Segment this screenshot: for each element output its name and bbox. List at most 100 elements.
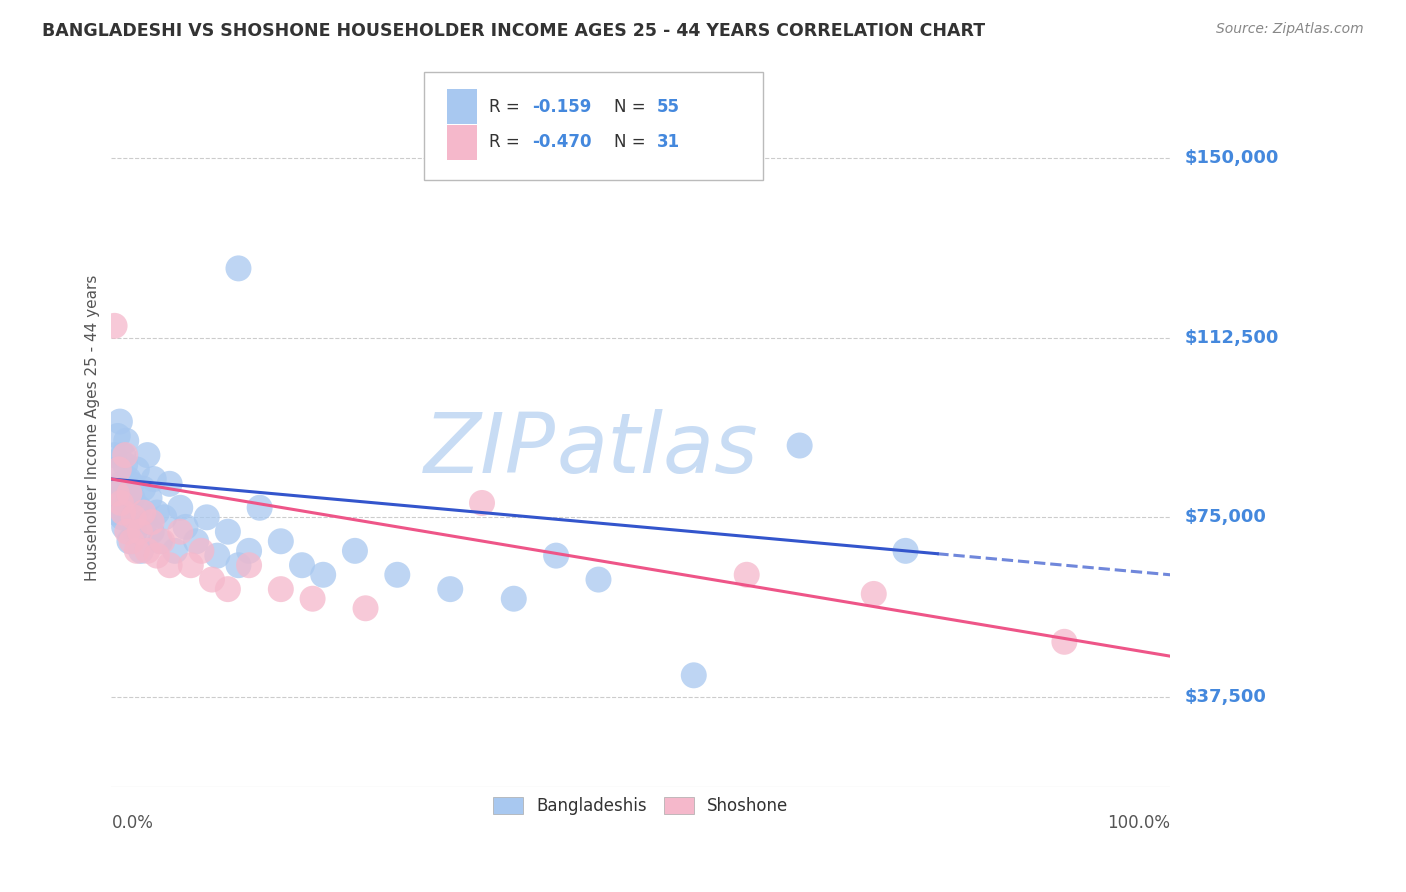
Text: $150,000: $150,000: [1184, 149, 1278, 168]
Point: [735, 567, 758, 582]
Point: [546, 549, 568, 563]
Point: [217, 524, 239, 539]
Point: [115, 434, 138, 448]
Text: N =: N =: [614, 97, 651, 116]
Point: [107, 429, 129, 443]
Point: [103, 448, 125, 462]
Point: [125, 462, 148, 476]
Point: [118, 534, 141, 549]
Text: R =: R =: [489, 97, 526, 116]
Text: BANGLADESHI VS SHOSHONE HOUSEHOLDER INCOME AGES 25 - 44 YEARS CORRELATION CHART: BANGLADESHI VS SHOSHONE HOUSEHOLDER INCO…: [42, 22, 986, 40]
Point: [153, 510, 176, 524]
Point: [228, 261, 250, 276]
Text: $37,500: $37,500: [1184, 688, 1265, 706]
Point: [129, 544, 152, 558]
Point: [118, 486, 141, 500]
Point: [174, 520, 197, 534]
Text: $112,500: $112,500: [1184, 329, 1278, 347]
Point: [132, 506, 155, 520]
Point: [117, 496, 139, 510]
Point: [129, 524, 152, 539]
Point: [110, 496, 132, 510]
Point: [588, 573, 610, 587]
Point: [108, 491, 131, 506]
Point: [249, 500, 271, 515]
Point: [114, 458, 136, 472]
Point: [163, 544, 186, 558]
Point: [439, 582, 461, 596]
Point: [136, 448, 159, 462]
Text: $75,000: $75,000: [1184, 508, 1265, 526]
Point: [141, 515, 163, 529]
Point: [120, 506, 142, 520]
Point: [312, 567, 335, 582]
Point: [238, 558, 260, 573]
Text: 55: 55: [657, 97, 679, 116]
Text: -0.159: -0.159: [531, 97, 591, 116]
Text: -0.470: -0.470: [531, 134, 592, 152]
Point: [112, 506, 135, 520]
Point: [112, 448, 135, 462]
Point: [146, 549, 169, 563]
Point: [354, 601, 377, 615]
Legend: Bangladeshis, Shoshone: Bangladeshis, Shoshone: [486, 790, 796, 822]
Text: ZIP: ZIP: [425, 409, 557, 490]
Text: atlas: atlas: [557, 409, 758, 490]
Point: [121, 534, 143, 549]
Point: [270, 534, 292, 549]
Point: [136, 544, 159, 558]
Point: [134, 515, 156, 529]
Point: [110, 476, 132, 491]
Point: [682, 668, 704, 682]
Point: [108, 415, 131, 429]
Point: [149, 534, 172, 549]
Point: [207, 549, 229, 563]
Point: [387, 567, 409, 582]
Point: [125, 544, 148, 558]
Text: R =: R =: [489, 134, 526, 152]
Point: [128, 500, 150, 515]
Text: N =: N =: [614, 134, 651, 152]
Point: [117, 524, 139, 539]
Point: [471, 496, 494, 510]
Point: [184, 534, 207, 549]
FancyBboxPatch shape: [423, 72, 762, 180]
Point: [169, 500, 191, 515]
Point: [169, 524, 191, 539]
Point: [238, 544, 260, 558]
Bar: [447, 89, 477, 124]
Point: [132, 482, 155, 496]
Point: [150, 534, 173, 549]
Text: 31: 31: [657, 134, 681, 152]
Point: [180, 558, 202, 573]
Text: Source: ZipAtlas.com: Source: ZipAtlas.com: [1216, 22, 1364, 37]
Point: [894, 544, 917, 558]
Point: [301, 591, 323, 606]
Bar: [447, 125, 477, 160]
Point: [103, 318, 125, 333]
Point: [121, 491, 143, 506]
Point: [112, 520, 135, 534]
Point: [502, 591, 524, 606]
Point: [201, 573, 224, 587]
Point: [104, 506, 127, 520]
Text: 0.0%: 0.0%: [111, 814, 153, 832]
Point: [122, 510, 145, 524]
Point: [105, 486, 128, 500]
Point: [291, 558, 314, 573]
Point: [159, 558, 181, 573]
Y-axis label: Householder Income Ages 25 - 44 years: Householder Income Ages 25 - 44 years: [86, 275, 100, 581]
Point: [124, 524, 146, 539]
Point: [114, 448, 136, 462]
Point: [105, 462, 128, 476]
Point: [121, 476, 143, 491]
Point: [343, 544, 366, 558]
Text: 100.0%: 100.0%: [1108, 814, 1170, 832]
Point: [217, 582, 239, 596]
Point: [117, 472, 139, 486]
Point: [1053, 635, 1076, 649]
Point: [190, 544, 212, 558]
Point: [111, 510, 134, 524]
Point: [228, 558, 250, 573]
Point: [270, 582, 292, 596]
